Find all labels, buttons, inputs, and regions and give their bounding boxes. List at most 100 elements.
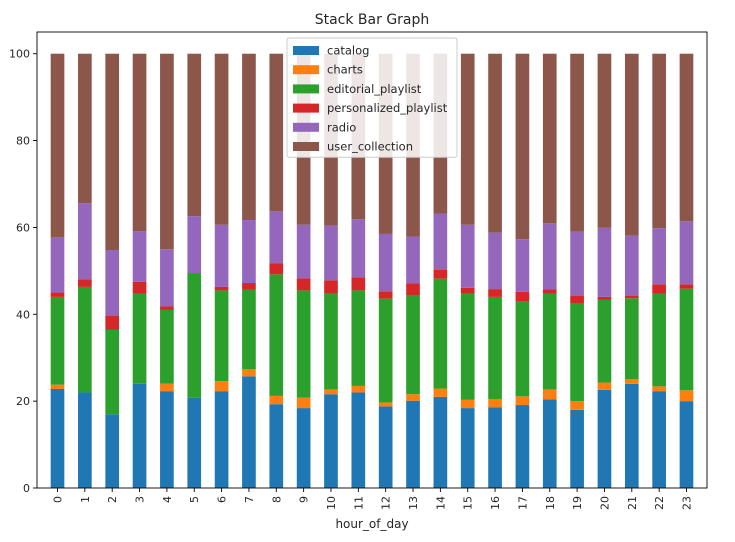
bar-radio-hour-4 (160, 249, 174, 307)
legend-label-user-collection: user_collection (327, 140, 413, 154)
bar-catalog-hour-7 (242, 376, 256, 488)
legend-swatch-charts (293, 65, 319, 75)
bar-editorial-playlist-hour-2 (105, 329, 120, 415)
bar-personalized-playlist-hour-13 (406, 283, 420, 296)
bar-charts-hour-17 (515, 396, 530, 406)
bar-personalized-playlist-hour-17 (515, 291, 530, 302)
bar-charts-hour-4 (160, 383, 174, 392)
bar-personalized-playlist-hour-8 (269, 263, 284, 275)
x-tick-label-22: 22 (653, 496, 666, 510)
bar-radio-hour-1 (78, 203, 92, 280)
x-tick-label-6: 6 (216, 496, 229, 503)
bar-editorial-playlist-hour-18 (542, 293, 557, 390)
bar-radio-hour-9 (296, 224, 311, 279)
x-tick-label-12: 12 (380, 496, 393, 510)
bar-user-collection-hour-20 (597, 53, 612, 228)
x-tick-label-11: 11 (352, 496, 365, 510)
bar-user-collection-hour-17 (515, 53, 530, 240)
bar-editorial-playlist-hour-6 (214, 290, 229, 382)
bar-personalized-playlist-hour-14 (433, 269, 448, 279)
bar-charts-hour-16 (488, 398, 502, 408)
bar-radio-hour-16 (488, 232, 502, 290)
bar-catalog-hour-0 (50, 388, 65, 488)
x-tick-label-17: 17 (516, 496, 529, 510)
bar-catalog-hour-16 (488, 407, 502, 488)
bar-editorial-playlist-hour-14 (433, 278, 448, 389)
bar-personalized-playlist-hour-19 (570, 295, 584, 304)
bar-catalog-hour-3 (132, 383, 147, 488)
bar-user-collection-hour-19 (570, 53, 584, 232)
bar-radio-hour-2 (105, 250, 120, 316)
bar-charts-hour-11 (351, 385, 366, 393)
bar-catalog-hour-22 (652, 391, 666, 488)
y-tick-label: 80 (16, 135, 30, 148)
y-tick-label: 20 (16, 395, 30, 408)
bar-charts-hour-20 (597, 382, 612, 390)
bar-personalized-playlist-hour-11 (351, 277, 366, 291)
x-axis-title: hour_of_day (335, 517, 408, 531)
bar-editorial-playlist-hour-8 (269, 274, 284, 396)
x-tick-label-8: 8 (270, 496, 283, 503)
bar-personalized-playlist-hour-22 (652, 284, 666, 294)
bar-personalized-playlist-hour-21 (624, 295, 639, 299)
bar-radio-hour-7 (242, 220, 256, 284)
bar-personalized-playlist-hour-20 (597, 296, 612, 300)
x-tick-label-5: 5 (188, 496, 201, 503)
bar-radio-hour-17 (515, 239, 530, 292)
bar-user-collection-hour-2 (105, 53, 120, 251)
x-tick-label-4: 4 (161, 496, 174, 503)
bar-personalized-playlist-hour-4 (160, 306, 174, 310)
bar-user-collection-hour-15 (460, 53, 475, 225)
bar-user-collection-hour-23 (679, 53, 694, 222)
bar-radio-hour-22 (652, 228, 666, 285)
bar-catalog-hour-5 (187, 397, 202, 488)
bar-editorial-playlist-hour-12 (378, 298, 393, 403)
bar-catalog-hour-8 (269, 404, 284, 488)
bar-radio-hour-11 (351, 219, 366, 278)
bar-user-collection-hour-8 (269, 53, 284, 212)
bar-personalized-playlist-hour-9 (296, 278, 311, 291)
x-tick-label-10: 10 (325, 496, 338, 510)
bar-catalog-hour-9 (296, 408, 311, 488)
bar-personalized-playlist-hour-23 (679, 284, 694, 289)
bar-charts-hour-23 (679, 390, 694, 402)
y-tick-label: 100 (9, 48, 30, 61)
bar-charts-hour-22 (652, 386, 666, 392)
bar-personalized-playlist-hour-6 (214, 286, 229, 291)
bar-user-collection-hour-22 (652, 53, 666, 229)
bar-editorial-playlist-hour-13 (406, 295, 420, 395)
bar-user-collection-hour-5 (187, 53, 202, 217)
bar-radio-hour-10 (324, 225, 338, 281)
bar-user-collection-hour-18 (542, 53, 557, 224)
y-tick-label: 0 (23, 482, 30, 495)
y-tick-label: 60 (16, 221, 30, 234)
x-tick-label-16: 16 (489, 496, 502, 510)
x-tick-label-3: 3 (134, 496, 147, 503)
bar-personalized-playlist-hour-1 (78, 279, 92, 287)
bar-charts-hour-21 (624, 378, 639, 384)
bar-catalog-hour-11 (351, 392, 366, 488)
bar-catalog-hour-15 (460, 408, 475, 488)
bar-user-collection-hour-21 (624, 53, 639, 236)
x-tick-label-0: 0 (52, 496, 65, 503)
legend-swatch-personalized-playlist (293, 103, 319, 113)
chart-title: Stack Bar Graph (315, 12, 430, 28)
bar-charts-hour-19 (570, 401, 584, 410)
bar-editorial-playlist-hour-7 (242, 289, 256, 370)
bar-personalized-playlist-hour-10 (324, 280, 338, 294)
x-tick-label-19: 19 (571, 496, 584, 510)
y-tick-label: 40 (16, 308, 30, 321)
bar-radio-hour-19 (570, 231, 584, 296)
x-tick-label-20: 20 (598, 496, 611, 510)
bar-catalog-hour-14 (433, 396, 448, 488)
x-tick-label-21: 21 (626, 496, 639, 510)
bar-radio-hour-12 (378, 233, 393, 292)
bar-radio-hour-20 (597, 227, 612, 297)
x-tick-label-13: 13 (407, 496, 420, 510)
bar-catalog-hour-21 (624, 383, 639, 488)
bar-editorial-playlist-hour-17 (515, 301, 530, 397)
bar-editorial-playlist-hour-3 (132, 293, 147, 384)
bar-editorial-playlist-hour-20 (597, 299, 612, 383)
bar-editorial-playlist-hour-5 (187, 273, 202, 398)
